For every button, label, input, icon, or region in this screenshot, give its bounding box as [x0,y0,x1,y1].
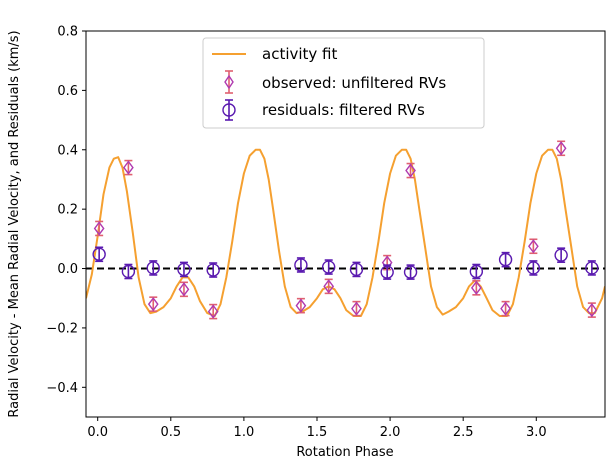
residual-rv-point [585,260,599,276]
plot-frame [85,30,606,418]
x-tick-label: 0.5 [160,425,181,440]
x-tick-label: 2.5 [453,425,474,440]
legend-box [202,37,485,129]
residual-rv-point [121,263,136,280]
legend-residuals-swatch [222,99,236,121]
y-axis-label: Radial Velocity - Mean Radial Velocity, … [7,30,22,417]
residual-rv-point [206,262,220,278]
observed-rv-point [470,280,482,296]
x-tick-label: 0.0 [87,425,108,440]
residual-rv-point [469,263,484,280]
x-tick-label: 1.0 [234,425,255,440]
residual-rv-point [498,251,513,268]
observed-rv-point [147,296,159,312]
residual-rv-point [146,260,160,276]
observed-rv-point [586,302,598,318]
y-tick-label: 0.2 [57,203,78,218]
residual-rv-point [349,261,364,278]
y-tick-label: 0.8 [57,25,78,40]
y-tick-label: −0.2 [46,321,78,336]
observed-rv-point [123,159,134,176]
legend-residuals-label: residuals: filtered RVs [262,101,425,119]
residual-rv-point [403,264,418,280]
y-tick-label: 0.6 [57,84,78,99]
y-tick-label: −0.4 [46,381,78,396]
observed-rv-point [295,297,307,314]
observed-rv-point [555,140,567,157]
residual-rv-point [92,246,106,263]
x-tick-label: 1.5 [307,425,328,440]
legend-observed-swatch [224,70,234,94]
y-tick-label: 0.0 [57,262,78,277]
residual-rv-point [554,247,568,263]
legend-observed-label: observed: unfiltered RVs [262,74,446,92]
residual-rv-point [294,257,308,273]
y-tick-label: 0.4 [57,143,78,158]
x-axis-label: Rotation Phase [296,445,393,460]
observed-rv-point [323,278,335,295]
observed-rv-point [405,162,416,179]
observed-rv-point [527,238,539,255]
activity-fit-line [86,148,605,317]
residual-rv-point [526,260,541,276]
observed-rv-point [207,303,219,320]
legend-activity-fit-label: activity fit [262,45,338,63]
observed-rv-point [351,300,362,317]
x-tick-label: 3.0 [526,425,547,440]
residual-rv-point [177,261,191,278]
x-tick-label: 2.0 [380,425,401,440]
observed-rv-point [93,220,105,237]
residual-rv-point [321,259,336,275]
legend: activity fit observed: unfiltered RVs re… [202,37,485,129]
residual-rv-point [380,264,394,280]
observed-rv-point [178,281,190,298]
observed-rv-point [500,300,511,317]
